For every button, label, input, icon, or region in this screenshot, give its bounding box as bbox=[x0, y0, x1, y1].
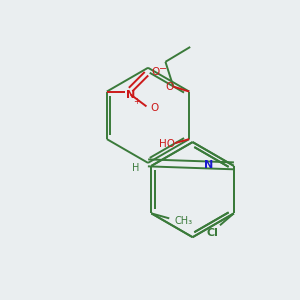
Text: H: H bbox=[132, 163, 140, 173]
Text: O: O bbox=[150, 103, 158, 113]
Text: O: O bbox=[151, 67, 160, 77]
Text: N: N bbox=[205, 160, 214, 170]
Text: +: + bbox=[133, 97, 140, 106]
Text: −: − bbox=[159, 64, 167, 74]
Text: N: N bbox=[126, 89, 135, 100]
Text: O: O bbox=[165, 82, 173, 92]
Text: Cl: Cl bbox=[206, 228, 218, 238]
Text: HO: HO bbox=[159, 139, 176, 149]
Text: CH₃: CH₃ bbox=[174, 216, 192, 226]
